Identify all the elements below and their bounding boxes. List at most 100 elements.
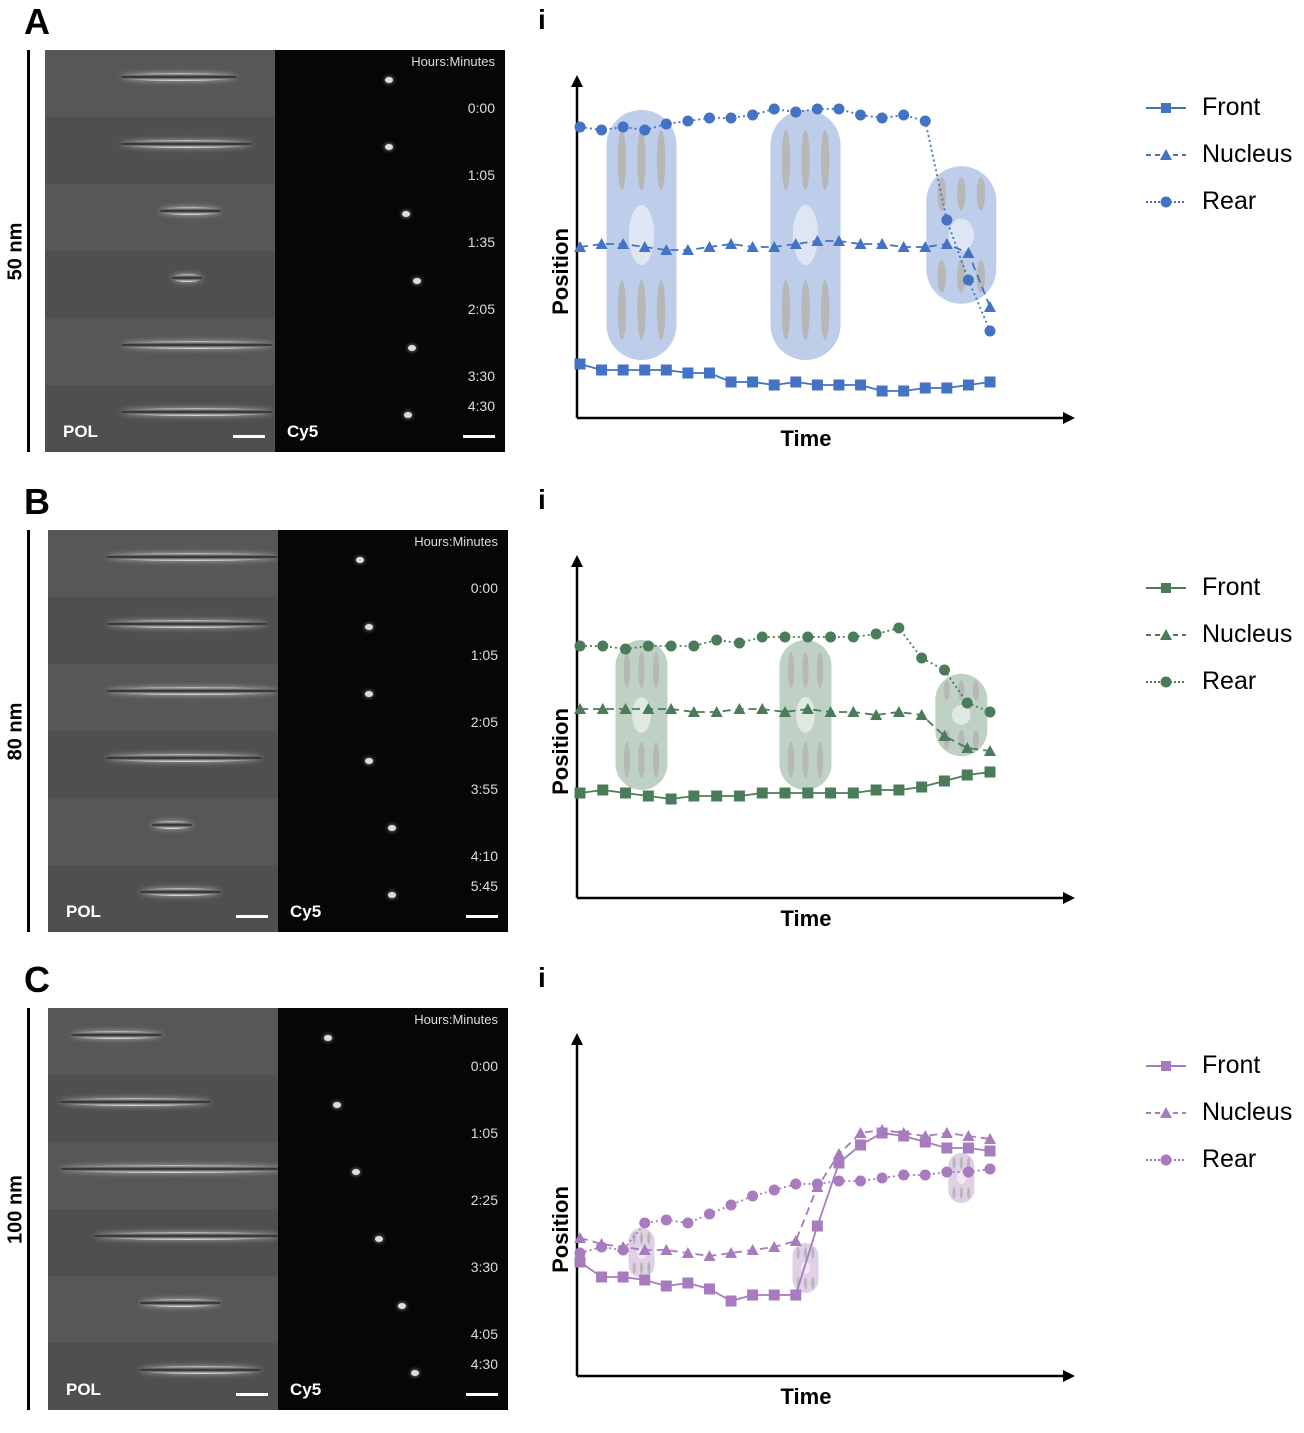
data-point-nucleus [984, 301, 996, 312]
data-point-nucleus [811, 235, 824, 246]
data-point-rear [688, 640, 700, 652]
nucleus-spot [385, 76, 394, 83]
panel-letter: B [24, 481, 50, 522]
panel-letter: A [24, 1, 50, 42]
scale-bar [466, 915, 498, 918]
pol-frame [48, 1276, 278, 1344]
legend-triangle-icon [1146, 148, 1186, 160]
data-point-nucleus [619, 703, 632, 714]
data-point-front [984, 376, 996, 388]
legend-item-rear: Rear [1146, 1136, 1292, 1183]
data-point-nucleus [638, 1244, 651, 1255]
data-point-nucleus [897, 241, 910, 252]
data-point-nucleus [962, 247, 975, 258]
pol-frame [45, 50, 275, 118]
data-point-rear [833, 1175, 845, 1187]
legend-item-nucleus: Nucleus [1146, 611, 1292, 658]
data-point-rear [898, 1169, 910, 1181]
pol-frame [48, 1008, 278, 1076]
channel-label-pol: POL [66, 1380, 101, 1399]
data-point-rear [962, 274, 974, 286]
data-point-nucleus [595, 1238, 608, 1249]
nucleus-spot [388, 891, 397, 898]
data-point-nucleus [756, 703, 769, 714]
data-point-rear [703, 1208, 715, 1220]
timestamp: 0:00 [470, 1058, 498, 1075]
legend-item-nucleus: Nucleus [1146, 131, 1292, 178]
legend-label: Nucleus [1202, 140, 1293, 168]
legend-label: Nucleus [1202, 620, 1293, 648]
pol-frame [48, 530, 278, 598]
time-header: Hours:Minutes [414, 1012, 498, 1027]
x-axis-arrow-icon [1063, 892, 1075, 904]
pol-frame [48, 1075, 278, 1143]
pol-channel: POL [48, 530, 278, 932]
data-point-nucleus [733, 703, 746, 714]
timestamp: 1:35 [467, 234, 495, 251]
data-point-rear [725, 1199, 737, 1211]
data-point-front [660, 1280, 672, 1292]
data-point-nucleus [768, 1241, 781, 1252]
data-point-nucleus [847, 706, 860, 717]
timestamp: 0:00 [470, 580, 498, 597]
timestamp: 4:10 [470, 848, 498, 865]
cell-illustration-icon [792, 1243, 819, 1293]
cell-image [171, 274, 202, 283]
data-point-nucleus [725, 1247, 738, 1258]
cell-image [71, 1031, 163, 1040]
data-point-front [639, 364, 651, 376]
data-point-front [898, 1130, 910, 1142]
legend-label: Front [1202, 1051, 1261, 1079]
legend-label: Rear [1202, 187, 1257, 215]
data-point-nucleus [854, 1127, 867, 1138]
data-point-rear [876, 112, 888, 124]
data-point-rear [811, 103, 823, 115]
data-point-front [893, 784, 905, 796]
data-point-front [847, 787, 859, 799]
cell-image [151, 821, 192, 830]
microscopy-montage: POL 0:00 1:05 2:05 3:55 4:10 5:45 Hours:Minutes… [48, 530, 508, 932]
nucleus-spot [397, 1302, 406, 1309]
data-point-front [642, 790, 654, 802]
data-point-nucleus [984, 745, 996, 756]
data-point-nucleus [789, 1235, 802, 1246]
data-point-front [825, 787, 837, 799]
data-point-front [961, 769, 973, 781]
data-point-nucleus [892, 706, 905, 717]
data-point-rear [574, 1247, 586, 1259]
legend-square-icon [1146, 582, 1186, 593]
pol-frame [48, 1209, 278, 1277]
timestamp: 5:45 [470, 878, 498, 895]
timestamp: 0:00 [467, 100, 495, 117]
pol-frame [48, 731, 278, 799]
data-point-nucleus [681, 1247, 694, 1258]
data-point-nucleus [915, 709, 928, 720]
data-point-front [747, 376, 759, 388]
data-point-front [703, 367, 715, 379]
data-point-nucleus [703, 1250, 716, 1261]
legend-square-icon [1146, 1060, 1186, 1071]
data-point-front [596, 1271, 608, 1283]
cy5-channel: 0:00 1:05 1:35 2:05 3:30 4:30 Hours:Minutes Cy5 [275, 50, 505, 452]
legend-circle-icon [1146, 196, 1186, 207]
data-point-front [876, 1127, 888, 1139]
time-header: Hours:Minutes [414, 534, 498, 549]
data-point-rear [855, 109, 867, 121]
data-point-front [660, 364, 672, 376]
row-label: 80 nm [4, 702, 27, 761]
data-point-rear [597, 640, 609, 652]
cell-image [105, 620, 268, 629]
nucleus-spot [365, 690, 374, 697]
legend-item-rear: Rear [1146, 658, 1292, 705]
nucleus-spot [351, 1168, 360, 1175]
cell-illustration-icon [948, 1153, 975, 1203]
pol-frame [48, 798, 278, 866]
data-point-rear [703, 112, 715, 124]
y-axis-arrow-icon [571, 555, 583, 567]
data-point-front [833, 1157, 845, 1169]
subpanel-letter: i [538, 4, 546, 35]
data-point-front [876, 385, 888, 397]
data-point-rear [790, 106, 802, 118]
channel-label-cy5: Cy5 [290, 902, 322, 921]
channel-label-cy5: Cy5 [290, 1380, 322, 1399]
